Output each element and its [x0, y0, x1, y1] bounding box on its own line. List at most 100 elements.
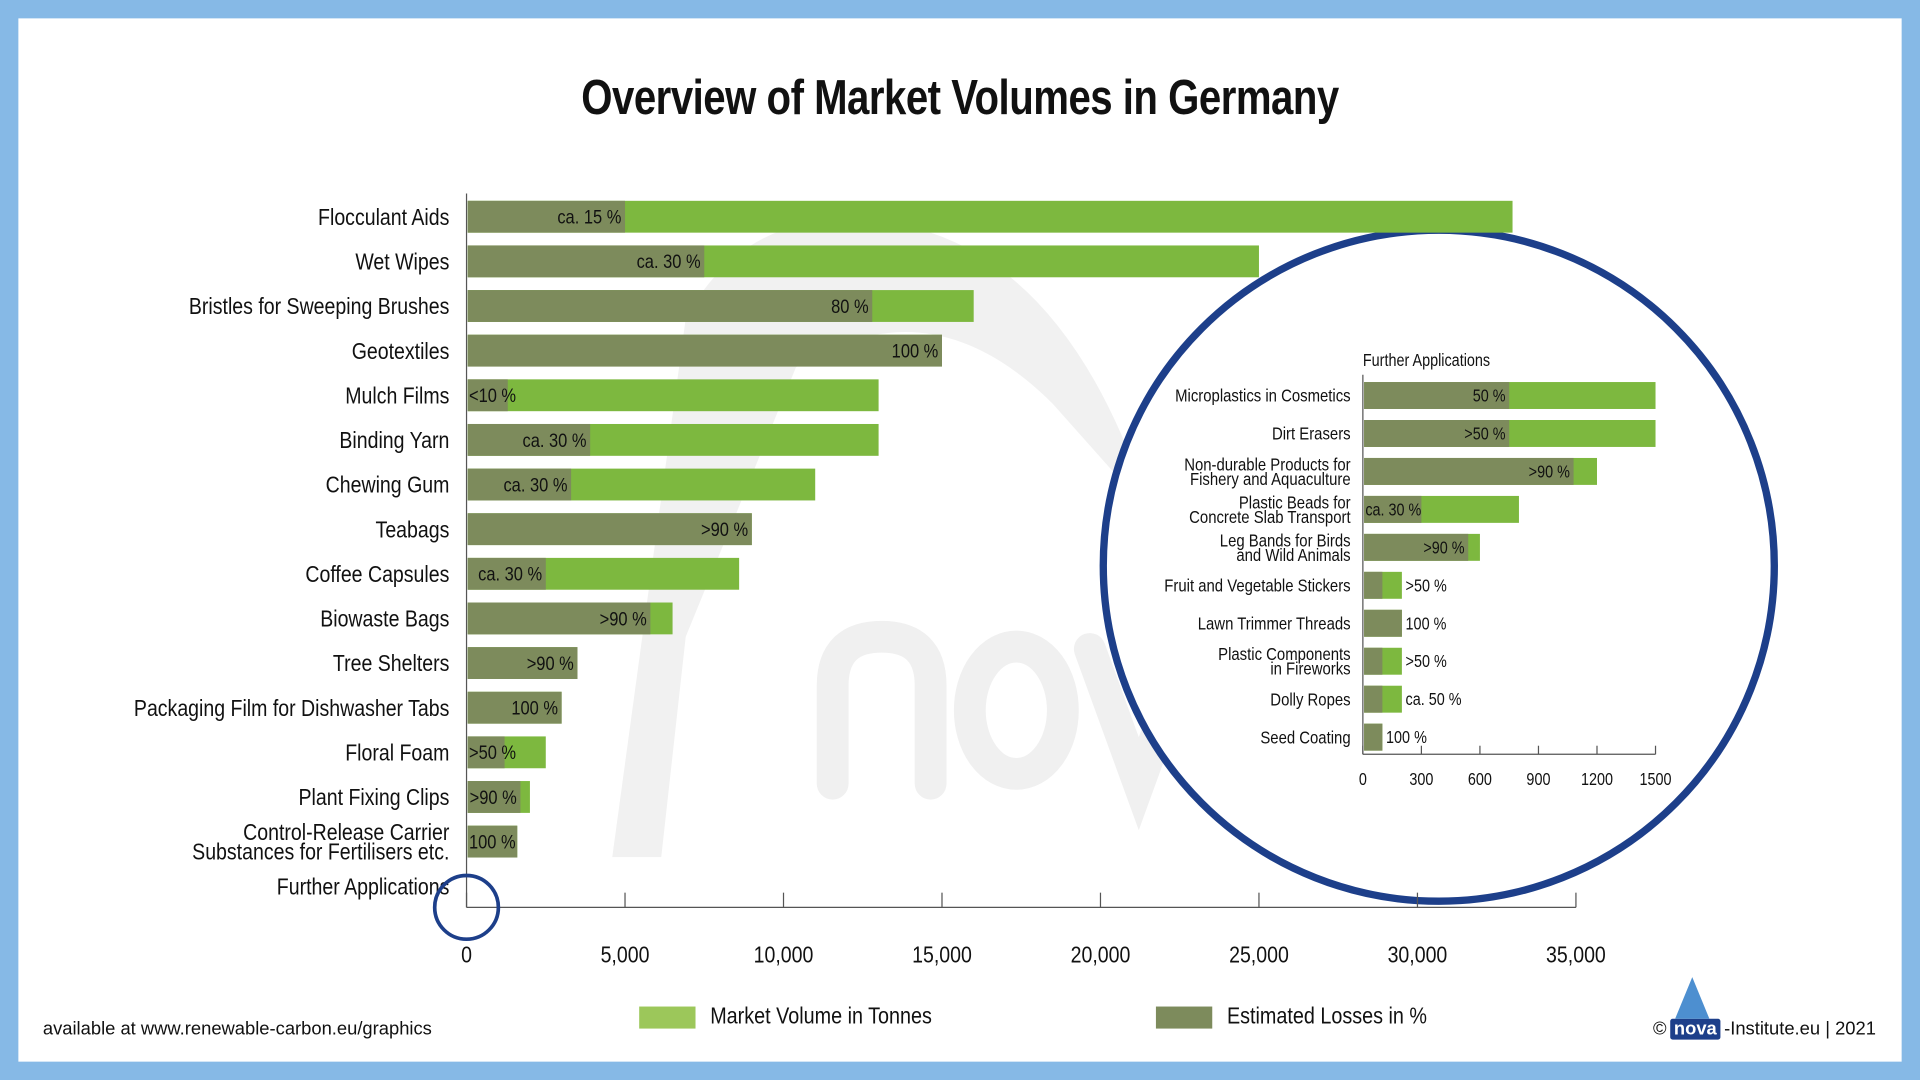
x-tick-label: 5,000	[601, 942, 650, 968]
category-label-line: Binding Yarn	[339, 427, 449, 453]
category-label: Binding Yarn	[339, 427, 449, 453]
volume-bar	[467, 379, 879, 412]
copyright: © nova -Institute.eu | 2021	[1653, 977, 1876, 1040]
loss-label: >90 %	[1529, 463, 1570, 481]
category-label-line: Dolly Ropes	[1270, 690, 1350, 709]
loss-bar	[1364, 647, 1383, 675]
category-label-line: Lawn Trimmer Threads	[1198, 614, 1351, 633]
category-label-line: Substances for Fertilisers etc.	[192, 839, 449, 865]
loss-label: 100 %	[469, 831, 516, 853]
loss-label: 100 %	[1406, 615, 1447, 633]
loss-bar	[467, 290, 873, 322]
category-label-line: Coffee Capsules	[305, 561, 449, 587]
loss-bar	[1364, 723, 1383, 751]
loss-label: 80 %	[831, 296, 868, 318]
loss-bar	[1364, 420, 1510, 447]
category-label: Dirt Erasers	[1272, 425, 1351, 444]
category-label-line: Dirt Erasers	[1272, 425, 1351, 444]
category-label: Biowaste Bags	[320, 606, 449, 632]
category-label-line: Floral Foam	[345, 740, 449, 766]
legend-item-volume: Market Volume in Tonnes	[639, 1004, 971, 1031]
nova-logo: nova	[1670, 977, 1721, 1040]
legend-swatch-volume	[639, 1006, 696, 1029]
legend-swatch-losses	[1155, 1006, 1213, 1029]
category-label: Floral Foam	[345, 740, 449, 766]
loss-bar	[467, 825, 518, 858]
source-text: available at www.renewable-carbon.eu/gra…	[42, 1018, 432, 1040]
legend-label-volume: Market Volume in Tonnes	[710, 1004, 932, 1030]
loss-bar	[1364, 533, 1469, 561]
category-label-line: and Wild Animals	[1236, 546, 1350, 565]
further-applications-marker	[432, 873, 501, 942]
category-label-line: Non-durable Products for	[1184, 455, 1351, 474]
loss-bar	[467, 423, 591, 456]
loss-bar	[467, 245, 705, 278]
loss-bar	[467, 200, 626, 233]
loss-bar	[1364, 457, 1574, 485]
x-tick-label: 35,000	[1546, 942, 1606, 968]
loss-bar	[1364, 571, 1383, 599]
category-label: Fruit and Vegetable Stickers	[1164, 576, 1350, 595]
loss-label: 100 %	[511, 697, 558, 719]
category-label: Teabags	[376, 517, 450, 543]
category-label-line: Flocculant Aids	[318, 204, 449, 230]
loss-label: >50 %	[1406, 577, 1447, 595]
loss-label: >90 %	[600, 608, 647, 630]
category-label: Further Applications	[277, 874, 450, 900]
loss-label: >90 %	[470, 786, 517, 808]
loss-label: ca. 50 %	[1406, 691, 1462, 709]
x-tick-label: 0	[1359, 771, 1367, 789]
category-label-line: Mulch Films	[345, 383, 449, 409]
loss-bar	[1364, 382, 1510, 409]
loss-label: ca. 30 %	[1365, 501, 1421, 519]
magnifier-circle	[1099, 226, 1778, 905]
category-label-line: Teabags	[376, 517, 450, 543]
copyright-text: -Institute.eu | 2021	[1724, 1018, 1876, 1040]
x-tick-label: 20,000	[1071, 942, 1131, 968]
category-label: Mulch Films	[345, 383, 449, 409]
x-tick-label: 25,000	[1229, 942, 1289, 968]
category-label-line: Seed Coating	[1260, 728, 1350, 747]
loss-label: ca. 30 %	[522, 429, 586, 451]
x-tick-label: 10,000	[754, 942, 814, 968]
loss-label: >90 %	[527, 653, 574, 675]
category-label: Coffee Capsules	[305, 561, 449, 587]
loss-bar	[467, 647, 578, 679]
category-label: Packaging Film for Dishwasher Tabs	[134, 695, 449, 721]
logo-text: nova	[1673, 1018, 1717, 1040]
loss-bar	[467, 557, 546, 590]
loss-bar	[467, 781, 521, 813]
category-label: Bristles for Sweeping Brushes	[189, 294, 450, 320]
category-label: Lawn Trimmer Threads	[1198, 614, 1351, 633]
category-label-line: Plant Fixing Clips	[299, 785, 450, 811]
loss-bar	[467, 468, 572, 501]
x-tick-label: 1500	[1640, 771, 1672, 789]
category-label: Plastic Components in Fireworks	[1218, 645, 1350, 679]
category-label: Non-durable Products for Fishery and Aqua…	[1184, 455, 1351, 489]
inset-title: Further Applications	[1363, 352, 1490, 370]
loss-label: 100 %	[892, 340, 939, 362]
loss-label: ca. 15 %	[557, 206, 621, 228]
loss-label: <10 %	[469, 385, 516, 407]
category-label-line: Geotextiles	[352, 338, 450, 364]
category-label-line: Plastic Components	[1218, 645, 1350, 664]
category-label: Seed Coating	[1260, 728, 1350, 747]
category-label: Flocculant Aids	[318, 204, 449, 230]
category-label-line: Plastic Beads for	[1239, 493, 1351, 512]
watermark-letter-n	[816, 620, 947, 800]
loss-label: >90 %	[701, 519, 748, 541]
category-label: Plant Fixing Clips	[299, 785, 450, 811]
category-label-line: Concrete Slab Transport	[1189, 508, 1351, 527]
category-label-line: Biowaste Bags	[320, 606, 449, 632]
loss-bar	[467, 736, 505, 769]
loss-label: ca. 30 %	[478, 563, 542, 585]
loss-bar	[1364, 495, 1422, 523]
loss-label: ca. 30 %	[637, 251, 701, 273]
category-label-line: Tree Shelters	[333, 651, 450, 677]
category-label: Geotextiles	[352, 338, 450, 364]
x-tick-label: 0	[461, 942, 472, 968]
category-label: Chewing Gum	[326, 472, 450, 498]
legend-item-losses: Estimated Losses in %	[1155, 1004, 1462, 1031]
volume-bar	[467, 200, 1513, 233]
